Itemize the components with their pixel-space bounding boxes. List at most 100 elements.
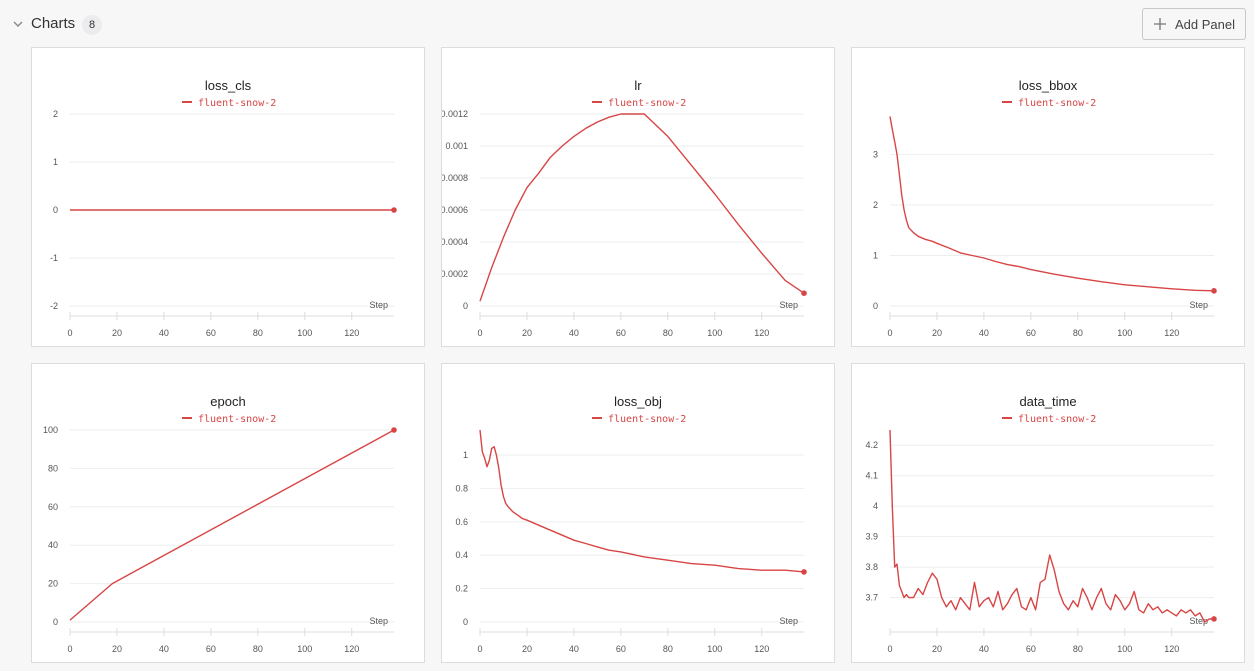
chart-title: loss_cls: [205, 78, 252, 93]
series-end-point: [391, 207, 397, 213]
y-tick-label: 20: [48, 579, 58, 589]
x-tick-label: 40: [159, 328, 169, 338]
x-tick-label: 60: [1026, 644, 1036, 654]
x-tick-label: 40: [979, 328, 989, 338]
x-tick-label: 0: [67, 644, 72, 654]
x-tick-label: 80: [663, 644, 673, 654]
y-tick-label: 0: [873, 301, 878, 311]
x-axis-label: Step: [1189, 616, 1208, 626]
chart-panel-loss-cls[interactable]: loss_cls fluent-snow-2 -2 -1 0 1 2 0 20 40 60 80 100…: [31, 47, 425, 347]
x-tick-label: 0: [887, 644, 892, 654]
chart-title: epoch: [210, 394, 245, 409]
panel-count-badge: 8: [82, 15, 102, 35]
y-tick-label: 3: [873, 149, 878, 159]
x-axis-label: Step: [369, 300, 388, 310]
series-end-point: [801, 569, 807, 575]
legend-label: fluent-snow-2: [608, 98, 686, 109]
x-tick-label: 60: [616, 644, 626, 654]
plus-icon: [1154, 18, 1166, 30]
chart-title: loss_obj: [614, 394, 662, 409]
x-tick-label: 20: [932, 644, 942, 654]
y-tick-label: 0.001: [445, 141, 468, 151]
y-tick-label: 0.8: [455, 483, 468, 493]
x-axis-label: Step: [779, 616, 798, 626]
chart-panel-loss-obj[interactable]: loss_obj fluent-snow-2 0 0.2 0.4 0.6 0.8 1 0 20 40…: [441, 363, 835, 663]
y-tick-label: 3.7: [865, 593, 878, 603]
x-tick-label: 40: [569, 328, 579, 338]
x-tick-label: 40: [979, 644, 989, 654]
series-line: [69, 429, 395, 621]
y-tick-label: 1: [53, 157, 58, 167]
y-tick-label: 1: [463, 450, 468, 460]
chart-panel-epoch[interactable]: epoch fluent-snow-2 0 20 40 60 80 100 0 20 40 60 80 1…: [31, 363, 425, 663]
x-tick-label: 100: [707, 328, 722, 338]
chart-title: data_time: [1019, 394, 1076, 409]
x-tick-label: 100: [297, 644, 312, 654]
x-tick-label: 120: [1164, 644, 1179, 654]
legend-label: fluent-snow-2: [198, 414, 276, 425]
x-axis-label: Step: [1189, 300, 1208, 310]
series-end-point: [391, 427, 397, 433]
legend-label: fluent-snow-2: [198, 98, 276, 109]
chart-panel-lr[interactable]: lr fluent-snow-2 0 0.0002 0.0004 0.0006 0.0008…: [441, 47, 835, 347]
section-title[interactable]: Charts: [31, 15, 76, 32]
add-panel-label: Add Panel: [1175, 17, 1235, 32]
y-tick-label: 60: [48, 502, 58, 512]
y-tick-label: 4.1: [865, 471, 878, 481]
series-line: [889, 116, 1215, 292]
x-tick-label: 120: [344, 644, 359, 654]
legend-label: fluent-snow-2: [1018, 414, 1096, 425]
series-end-point: [801, 290, 807, 296]
y-tick-label: 3.8: [865, 562, 878, 572]
y-tick-label: 0.2: [455, 584, 468, 594]
x-tick-label: 0: [887, 328, 892, 338]
y-tick-label: 2: [53, 109, 58, 119]
x-tick-label: 0: [67, 328, 72, 338]
x-tick-label: 60: [1026, 328, 1036, 338]
series-line: [889, 429, 1214, 623]
y-tick-label: 4.2: [865, 440, 878, 450]
chart-panel-data-time[interactable]: data_time fluent-snow-2 3.7 3.8 3.9 4 4.1 4.2 0 2…: [851, 363, 1245, 663]
x-tick-label: 100: [297, 328, 312, 338]
y-tick-label: 0: [53, 617, 58, 627]
x-tick-label: 120: [754, 328, 769, 338]
chart-title: lr: [634, 78, 642, 93]
chart-panel-loss-bbox[interactable]: loss_bbox fluent-snow-2 0 1 2 3 0 20 40 60 80 100 12…: [851, 47, 1245, 347]
x-tick-label: 20: [112, 644, 122, 654]
y-tick-label: 0: [53, 205, 58, 215]
chart-svg-loss-bbox: loss_bbox fluent-snow-2 0 1 2 3 0 20 40 60 80 100 12…: [873, 78, 1217, 338]
y-tick-label: 100: [43, 425, 58, 435]
x-tick-label: 100: [1117, 644, 1132, 654]
x-tick-label: 60: [616, 328, 626, 338]
y-tick-label: 4: [873, 501, 878, 511]
x-tick-label: 20: [522, 328, 532, 338]
y-tick-label: 0: [463, 617, 468, 627]
chart-svg-data-time: data_time fluent-snow-2 3.7 3.8 3.9 4 4.1 4.2 0 2…: [865, 394, 1217, 654]
chart-title: loss_bbox: [1019, 78, 1078, 93]
y-tick-label: 80: [48, 463, 58, 473]
x-tick-label: 0: [477, 644, 482, 654]
add-panel-button[interactable]: Add Panel: [1142, 8, 1246, 40]
series-end-point: [1211, 616, 1217, 622]
chart-svg-loss-obj: loss_obj fluent-snow-2 0 0.2 0.4 0.6 0.8 1 0 20 40…: [455, 394, 807, 654]
x-tick-label: 120: [1164, 328, 1179, 338]
x-tick-label: 80: [1073, 644, 1083, 654]
x-tick-label: 80: [253, 328, 263, 338]
y-tick-label: 40: [48, 540, 58, 550]
y-tick-label: -1: [50, 253, 58, 263]
y-tick-label: 3.9: [865, 532, 878, 542]
x-tick-label: 40: [159, 644, 169, 654]
x-tick-label: 20: [522, 644, 532, 654]
charts-section-header: Charts 8 Add Panel: [0, 0, 1254, 48]
y-tick-label: 0.4: [455, 550, 468, 560]
series-line: [479, 113, 805, 302]
x-tick-label: 40: [569, 644, 579, 654]
chevron-down-icon[interactable]: [12, 18, 24, 30]
x-axis-label: Step: [369, 616, 388, 626]
y-tick-label: 2: [873, 200, 878, 210]
y-tick-label: 0: [463, 301, 468, 311]
x-tick-label: 60: [206, 644, 216, 654]
y-tick-label: 0.0006: [442, 205, 468, 215]
y-tick-label: 0.0004: [442, 237, 468, 247]
